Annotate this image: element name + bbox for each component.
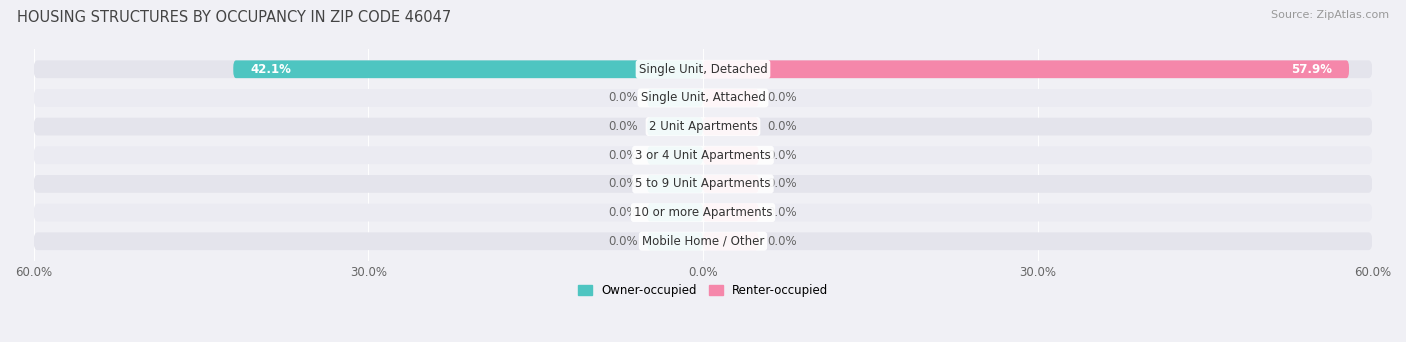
Text: 3 or 4 Unit Apartments: 3 or 4 Unit Apartments xyxy=(636,149,770,162)
Text: 0.0%: 0.0% xyxy=(768,206,797,219)
Text: Single Unit, Attached: Single Unit, Attached xyxy=(641,91,765,104)
Text: Single Unit, Detached: Single Unit, Detached xyxy=(638,63,768,76)
Text: 0.0%: 0.0% xyxy=(768,91,797,104)
Text: 0.0%: 0.0% xyxy=(609,120,638,133)
FancyBboxPatch shape xyxy=(233,61,703,78)
FancyBboxPatch shape xyxy=(647,118,703,135)
FancyBboxPatch shape xyxy=(34,232,1372,250)
Text: 0.0%: 0.0% xyxy=(609,149,638,162)
FancyBboxPatch shape xyxy=(34,146,1372,164)
Text: 0.0%: 0.0% xyxy=(768,235,797,248)
FancyBboxPatch shape xyxy=(703,118,759,135)
FancyBboxPatch shape xyxy=(34,118,1372,135)
FancyBboxPatch shape xyxy=(647,89,703,107)
Text: 0.0%: 0.0% xyxy=(609,206,638,219)
Text: Source: ZipAtlas.com: Source: ZipAtlas.com xyxy=(1271,10,1389,20)
Text: Mobile Home / Other: Mobile Home / Other xyxy=(641,235,765,248)
Text: HOUSING STRUCTURES BY OCCUPANCY IN ZIP CODE 46047: HOUSING STRUCTURES BY OCCUPANCY IN ZIP C… xyxy=(17,10,451,25)
Text: 5 to 9 Unit Apartments: 5 to 9 Unit Apartments xyxy=(636,177,770,190)
FancyBboxPatch shape xyxy=(647,204,703,222)
FancyBboxPatch shape xyxy=(647,146,703,164)
FancyBboxPatch shape xyxy=(703,232,759,250)
FancyBboxPatch shape xyxy=(34,89,1372,107)
FancyBboxPatch shape xyxy=(647,175,703,193)
Text: 10 or more Apartments: 10 or more Apartments xyxy=(634,206,772,219)
FancyBboxPatch shape xyxy=(34,61,1372,78)
Text: 0.0%: 0.0% xyxy=(768,177,797,190)
FancyBboxPatch shape xyxy=(34,175,1372,193)
Text: 2 Unit Apartments: 2 Unit Apartments xyxy=(648,120,758,133)
FancyBboxPatch shape xyxy=(703,89,759,107)
Text: 0.0%: 0.0% xyxy=(768,149,797,162)
Text: 0.0%: 0.0% xyxy=(609,177,638,190)
FancyBboxPatch shape xyxy=(703,204,759,222)
Legend: Owner-occupied, Renter-occupied: Owner-occupied, Renter-occupied xyxy=(572,280,834,302)
FancyBboxPatch shape xyxy=(647,232,703,250)
Text: 57.9%: 57.9% xyxy=(1291,63,1333,76)
FancyBboxPatch shape xyxy=(703,175,759,193)
Text: 42.1%: 42.1% xyxy=(250,63,291,76)
Text: 0.0%: 0.0% xyxy=(609,235,638,248)
FancyBboxPatch shape xyxy=(703,146,759,164)
FancyBboxPatch shape xyxy=(703,61,1348,78)
Text: 0.0%: 0.0% xyxy=(609,91,638,104)
Text: 0.0%: 0.0% xyxy=(768,120,797,133)
FancyBboxPatch shape xyxy=(34,204,1372,222)
